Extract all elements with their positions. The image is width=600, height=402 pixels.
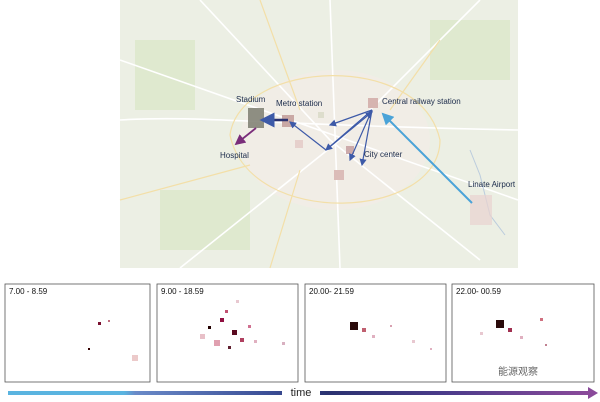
airport-marker [470, 195, 492, 225]
map-label: Central railway station [382, 97, 461, 106]
arrow [328, 109, 373, 127]
arrow [289, 121, 327, 151]
panel-label: 9.00 - 18.59 [161, 287, 204, 296]
timeline-label: time [291, 387, 312, 399]
panel-label: 22.00- 00.59 [456, 287, 501, 296]
panel-label: 7.00 - 8.59 [9, 287, 48, 296]
arrow-hospital [234, 127, 257, 146]
arrow [359, 109, 373, 167]
panel [451, 283, 595, 383]
stadium-marker [248, 108, 264, 128]
marker [295, 140, 303, 148]
map-label: City center [364, 150, 403, 159]
map: Stadium Metro station Central railway st… [119, 0, 519, 269]
panels: 7.00 - 8.59 9.00 - 18.59 20.00- 21.59 22… [4, 283, 595, 383]
arrow [325, 111, 373, 151]
timeline-arrowhead [588, 387, 598, 399]
marker [334, 170, 344, 180]
map-label: Hospital [220, 151, 249, 160]
arrow-airport [381, 112, 473, 204]
map-label: Stadium [236, 95, 266, 104]
timeline-label-bg [282, 385, 320, 401]
map-label: Linate Airport [468, 180, 516, 189]
panel-label: 20.00- 21.59 [309, 287, 354, 296]
park [160, 190, 250, 250]
map-label: Metro station [276, 99, 322, 108]
main-roads [119, 0, 441, 269]
watermark: 能源观察 [498, 365, 538, 378]
panel [156, 283, 299, 383]
panel [304, 283, 447, 383]
park [430, 20, 510, 80]
panel [4, 283, 151, 383]
center-marker [346, 146, 354, 154]
heat-dots [88, 300, 547, 361]
marker [318, 112, 324, 118]
station-marker [368, 98, 378, 108]
